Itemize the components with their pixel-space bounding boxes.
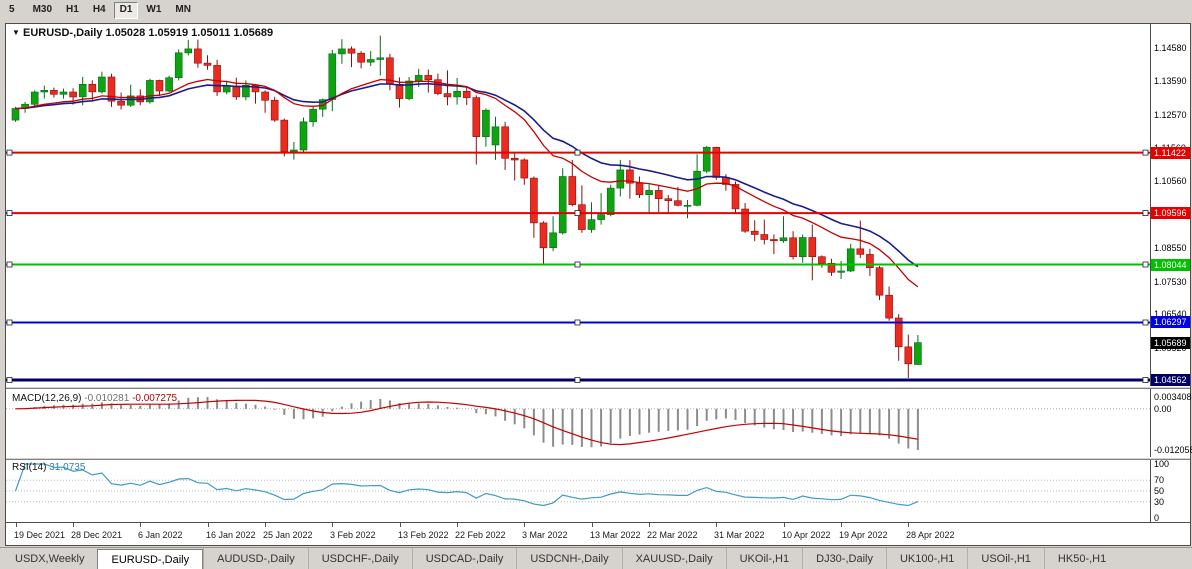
macd-name: MACD(12,26,9): [12, 393, 82, 404]
price-axis-label: -0.012058: [1154, 445, 1192, 455]
price-axis-label: 100: [1154, 459, 1170, 469]
price-level-badge: 1.05689: [1151, 336, 1190, 349]
date-axis-label: 22 Feb 2022: [455, 530, 506, 540]
date-axis-label: 28 Apr 2022: [906, 530, 955, 540]
macd-main-value: -0.010281: [84, 393, 130, 404]
rsi-label: RSI(14) 31.0735: [12, 462, 85, 473]
pane-divider-macd[interactable]: [6, 386, 1190, 389]
date-axis-label: 31 Mar 2022: [714, 530, 765, 540]
date-tick-mark: [592, 523, 593, 527]
price-level-badge: 1.08044: [1151, 258, 1190, 271]
date-tick-mark: [908, 523, 909, 527]
chart-title: ▼ EURUSD-,Daily 1.05028 1.05919 1.05011 …: [12, 27, 273, 39]
date-tick-mark: [73, 523, 74, 527]
rsi-name: RSI(14): [12, 462, 47, 473]
date-axis-label: 13 Mar 2022: [590, 530, 641, 540]
price-axis-label: 70: [1154, 475, 1165, 486]
chart-marker-icon: ▼: [12, 28, 20, 37]
chart-tab-bar: USDX,Weekly EURUSD-,Daily AUDUSD-,Daily USD…: [0, 547, 1192, 569]
date-tick-mark: [208, 523, 209, 527]
price-axis-label: 0.003408: [1154, 392, 1192, 402]
macd-panel[interactable]: MACD(12,26,9) -0.010281 -0.007275: [6, 391, 1150, 457]
macd-label: MACD(12,26,9) -0.010281 -0.007275: [12, 393, 177, 404]
date-axis-label: 19 Apr 2022: [839, 530, 888, 540]
price-level-badge: 1.06297: [1151, 316, 1190, 329]
chart-tab-eurusd-daily[interactable]: EURUSD-,Daily: [97, 549, 204, 569]
price-axis-label: 0.00: [1154, 403, 1172, 414]
price-axis-label: 0: [1154, 513, 1160, 523]
timeframe-button-w1[interactable]: W1: [146, 4, 162, 15]
timeframe-toolbar: 5 M30 H1 H4 D1 W1 MN: [0, 0, 1192, 21]
date-tick-mark: [524, 523, 525, 527]
chart-tab-dj30-daily[interactable]: DJ30-,Daily: [802, 548, 886, 569]
chart-window: ▼ EURUSD-,Daily 1.05028 1.05919 1.05011 …: [5, 23, 1192, 546]
date-tick-mark: [841, 523, 842, 527]
price-axis-label: 30: [1154, 496, 1165, 507]
timeframe-button-mn[interactable]: MN: [175, 4, 191, 15]
price-axis-label: 1.10560: [1154, 176, 1187, 187]
date-tick-mark: [649, 523, 650, 527]
chart-ohlc-values: 1.05028 1.05919 1.05011 1.05689: [105, 27, 274, 39]
price-chart[interactable]: ▼ EURUSD-,Daily 1.05028 1.05919 1.05011 …: [6, 24, 1150, 386]
date-axis-label: 19 Dec 2021: [14, 530, 66, 540]
macd-signal-value: -0.007275: [132, 393, 178, 404]
chart-tab-audusd-daily[interactable]: AUDUSD-,Daily: [203, 548, 308, 569]
date-axis-label: 3 Mar 2022: [522, 530, 568, 540]
price-axis-label: 50: [1154, 486, 1165, 496]
chart-tab-usoil-h1[interactable]: USOil-,H1: [967, 548, 1044, 569]
date-axis[interactable]: 19 Dec 2021 28 Dec 2021 6 Jan 2022 16 Jan 2…: [6, 522, 1190, 545]
date-tick-mark: [400, 523, 401, 527]
date-tick-mark: [140, 523, 141, 527]
date-tick-mark: [716, 523, 717, 527]
price-axis-label: 1.14580: [1154, 42, 1187, 53]
timeframe-button-d1[interactable]: D1: [113, 2, 139, 19]
rsi-panel[interactable]: RSI(14) 31.0735: [6, 460, 1150, 522]
price-axis-label: 1.08550: [1154, 242, 1187, 253]
date-axis-label: 13 Feb 2022: [398, 530, 449, 540]
timeframe-button-5[interactable]: 5: [9, 4, 15, 15]
date-tick-mark: [332, 523, 333, 527]
timeframe-button-m30[interactable]: M30: [32, 4, 53, 15]
date-axis-label: 25 Jan 2022: [263, 530, 313, 540]
price-axis-label: 1.07530: [1154, 276, 1187, 287]
pane-divider-rsi[interactable]: [6, 457, 1190, 460]
timeframe-button-h4[interactable]: H4: [92, 4, 106, 15]
date-axis-label: 28 Dec 2021: [71, 530, 123, 540]
price-axis-label: 1.13590: [1154, 75, 1187, 86]
timeframe-button-h1[interactable]: H1: [66, 4, 79, 15]
price-level-badge: 1.09596: [1151, 207, 1190, 220]
date-axis-label: 6 Jan 2022: [138, 530, 183, 540]
date-axis-label: 22 Mar 2022: [647, 530, 698, 540]
price-axis-label: 1.06540: [1154, 309, 1187, 320]
chart-tab-uk100-h1[interactable]: UK100-,H1: [885, 548, 967, 569]
price-level-badge: 1.04562: [1151, 373, 1190, 386]
chart-tab-usdcnh-daily[interactable]: USDCNH-,Daily: [516, 548, 621, 569]
date-axis-label: 10 Apr 2022: [782, 530, 831, 540]
chart-tab-xauusd-daily[interactable]: XAUUSD-,Daily: [621, 548, 726, 569]
chart-symbol-label: EURUSD-,Daily: [22, 27, 103, 39]
date-tick-mark: [265, 523, 266, 527]
price-level-badge: 1.11422: [1151, 146, 1190, 159]
chart-tab-ukoil-h1[interactable]: UKOil-,H1: [725, 548, 803, 569]
chart-tab-usdchf-daily[interactable]: USDCHF-,Daily: [307, 548, 412, 569]
date-tick-mark: [16, 523, 17, 527]
date-axis-label: 3 Feb 2022: [330, 530, 376, 540]
date-tick-mark: [784, 523, 785, 527]
chart-tab-usdx-weekly[interactable]: USDX,Weekly: [15, 552, 85, 565]
price-axis[interactable]: 1.145801.135901.125701.115601.105601.095…: [1150, 24, 1192, 523]
date-tick-mark: [457, 523, 458, 527]
chart-tab-usdcad-daily[interactable]: USDCAD-,Daily: [411, 548, 517, 569]
rsi-value: 31.0735: [49, 462, 86, 473]
date-axis-label: 16 Jan 2022: [206, 530, 256, 540]
price-axis-label: 1.12570: [1154, 109, 1187, 120]
chart-tab-hk50-h1[interactable]: HK50-,H1: [1043, 548, 1119, 569]
